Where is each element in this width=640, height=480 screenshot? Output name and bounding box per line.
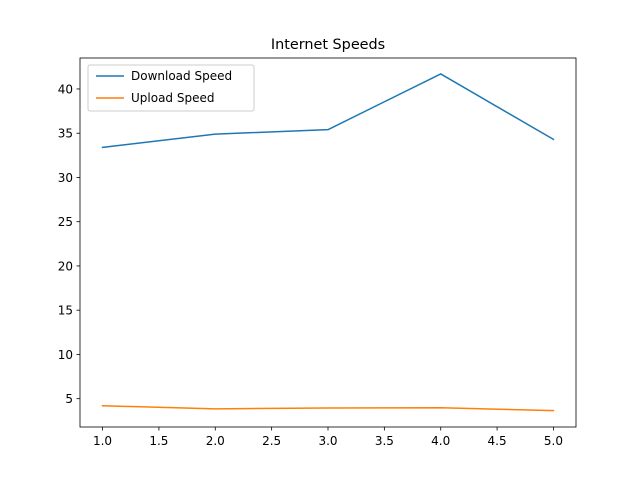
x-tick-label: 4.5 bbox=[488, 434, 507, 448]
x-tick-label: 1.0 bbox=[93, 434, 112, 448]
y-axis: 5 10 15 20 25 30 35 40 bbox=[58, 82, 80, 406]
y-tick-label: 35 bbox=[58, 127, 73, 141]
y-tick-label: 5 bbox=[65, 392, 73, 406]
legend-label-download: Download Speed bbox=[131, 69, 232, 83]
legend-box bbox=[87, 64, 255, 112]
legend-label-upload: Upload Speed bbox=[131, 91, 214, 105]
x-tick-label: 2.5 bbox=[262, 434, 281, 448]
x-tick-label: 5.0 bbox=[544, 434, 563, 448]
x-tick-label: 3.0 bbox=[318, 434, 337, 448]
y-tick-label: 15 bbox=[58, 304, 73, 318]
y-tick-label: 25 bbox=[58, 215, 73, 229]
x-axis: 1.0 1.5 2.0 2.5 3.0 3.5 4.0 4.5 5.0 bbox=[93, 427, 563, 448]
legend: Download Speed Upload Speed bbox=[87, 64, 255, 112]
plot-area bbox=[80, 58, 576, 427]
y-tick-label: 30 bbox=[58, 171, 73, 185]
chart-title: Internet Speeds bbox=[271, 37, 385, 53]
x-tick-label: 3.5 bbox=[375, 434, 394, 448]
x-tick-label: 4.0 bbox=[431, 434, 450, 448]
x-tick-label: 1.5 bbox=[149, 434, 168, 448]
y-tick-label: 20 bbox=[58, 259, 73, 273]
y-tick-label: 10 bbox=[58, 348, 73, 362]
series-line-download-speed bbox=[101, 73, 555, 149]
series-layer bbox=[101, 73, 555, 412]
series-line-upload-speed bbox=[101, 404, 555, 412]
x-tick-label: 2.0 bbox=[206, 434, 225, 448]
y-tick-label: 40 bbox=[58, 82, 73, 96]
